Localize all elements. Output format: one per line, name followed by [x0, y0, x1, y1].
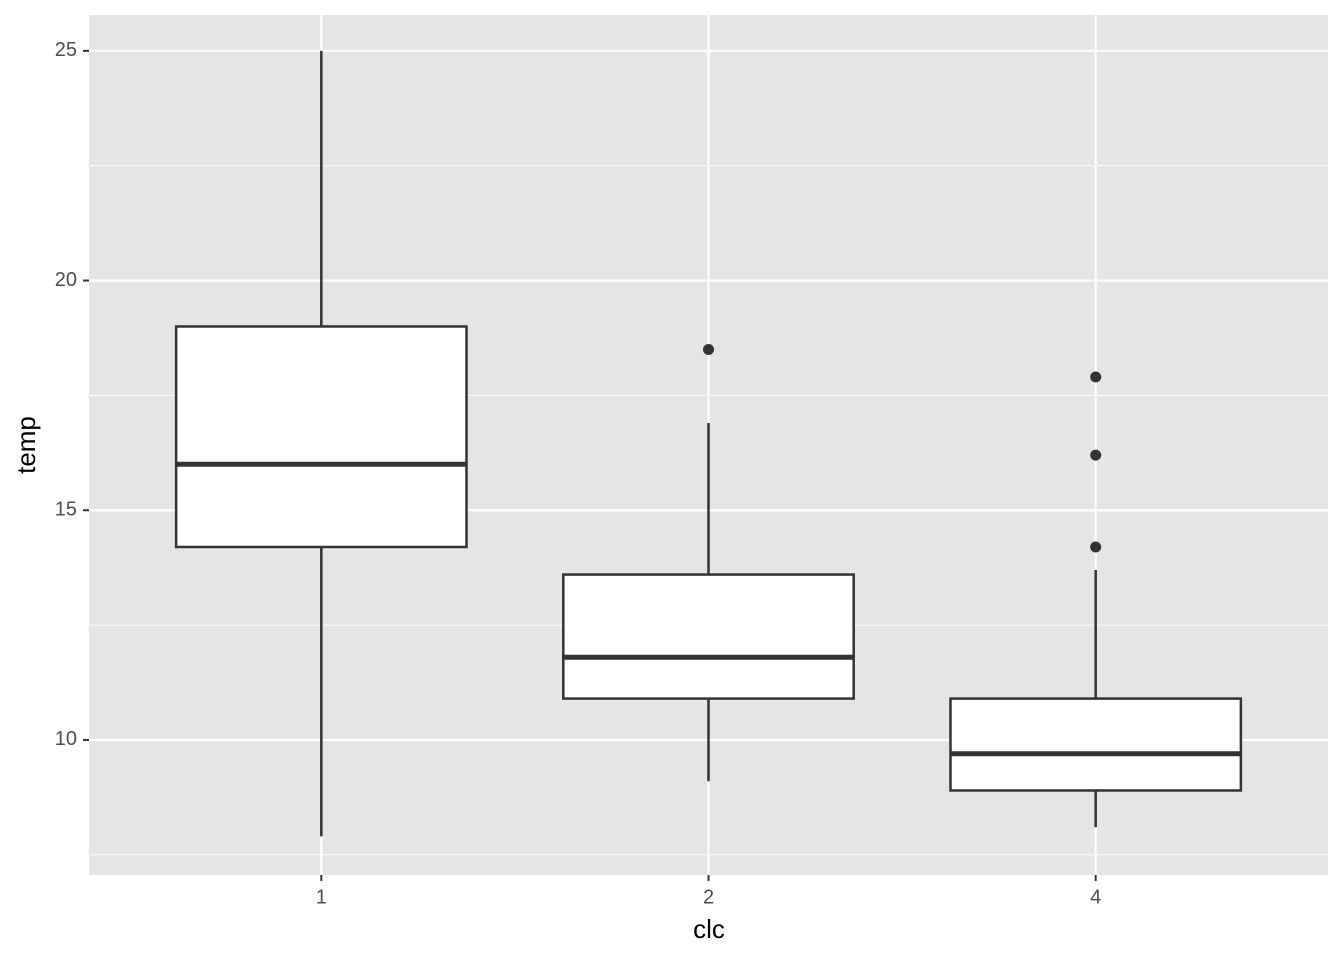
- x-tick-label: 2: [703, 886, 714, 908]
- x-tick-label: 1: [316, 886, 327, 908]
- box: [562, 573, 855, 700]
- x-tick-label: 4: [1090, 886, 1101, 908]
- outlier: [1090, 371, 1102, 383]
- box: [949, 697, 1243, 792]
- y-axis-title: temp: [11, 416, 41, 474]
- y-tick-label: 15: [55, 499, 77, 521]
- y-tick-label: 20: [55, 269, 77, 291]
- outlier: [703, 343, 714, 355]
- y-tick-label: 10: [55, 728, 77, 750]
- outlier: [1090, 449, 1102, 461]
- y-tick-label: 25: [55, 39, 77, 61]
- box: [174, 325, 468, 549]
- outlier: [1090, 541, 1102, 553]
- x-axis-title: clc: [693, 914, 725, 944]
